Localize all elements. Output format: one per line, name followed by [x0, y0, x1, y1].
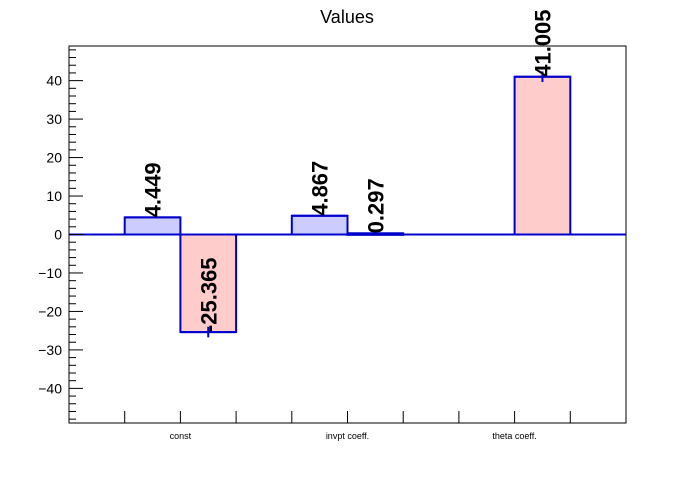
data-label-0: 4.449: [141, 162, 166, 217]
data-label-1: -25.365: [196, 257, 221, 332]
x-axis: const invpt coeff. theta coeff.: [124, 411, 571, 441]
y-tick-label: −30: [38, 342, 62, 358]
y-tick-label: −20: [38, 303, 62, 319]
y-tick-label: −10: [38, 265, 62, 281]
data-label-2: 4.867: [308, 161, 333, 216]
data-label-3: 0.297: [363, 178, 388, 233]
x-category-label: const: [170, 431, 192, 441]
data-labels-layer: 4.449 -25.365 4.867 0.297 41.005: [141, 9, 556, 332]
y-tick-label: 20: [46, 150, 62, 166]
bar-1: [179, 233, 238, 334]
y-tick-label: 40: [46, 73, 62, 89]
y-tick-label: 10: [46, 188, 62, 204]
chart-title: Values: [320, 7, 374, 27]
bar-4: [513, 75, 572, 236]
bar-0: [123, 216, 182, 236]
bar-2: [290, 214, 349, 236]
y-axis: −40 −30 −20 −10 0 10 20 30 40: [38, 49, 83, 420]
data-label-4: 41.005: [530, 9, 555, 76]
bars-layer: [69, 71, 626, 338]
x-category-label: invpt coeff.: [326, 431, 369, 441]
y-tick-label: 0: [54, 227, 62, 243]
y-tick-label: 30: [46, 111, 62, 127]
y-tick-label: −40: [38, 380, 62, 396]
x-category-label: theta coeff.: [492, 431, 536, 441]
